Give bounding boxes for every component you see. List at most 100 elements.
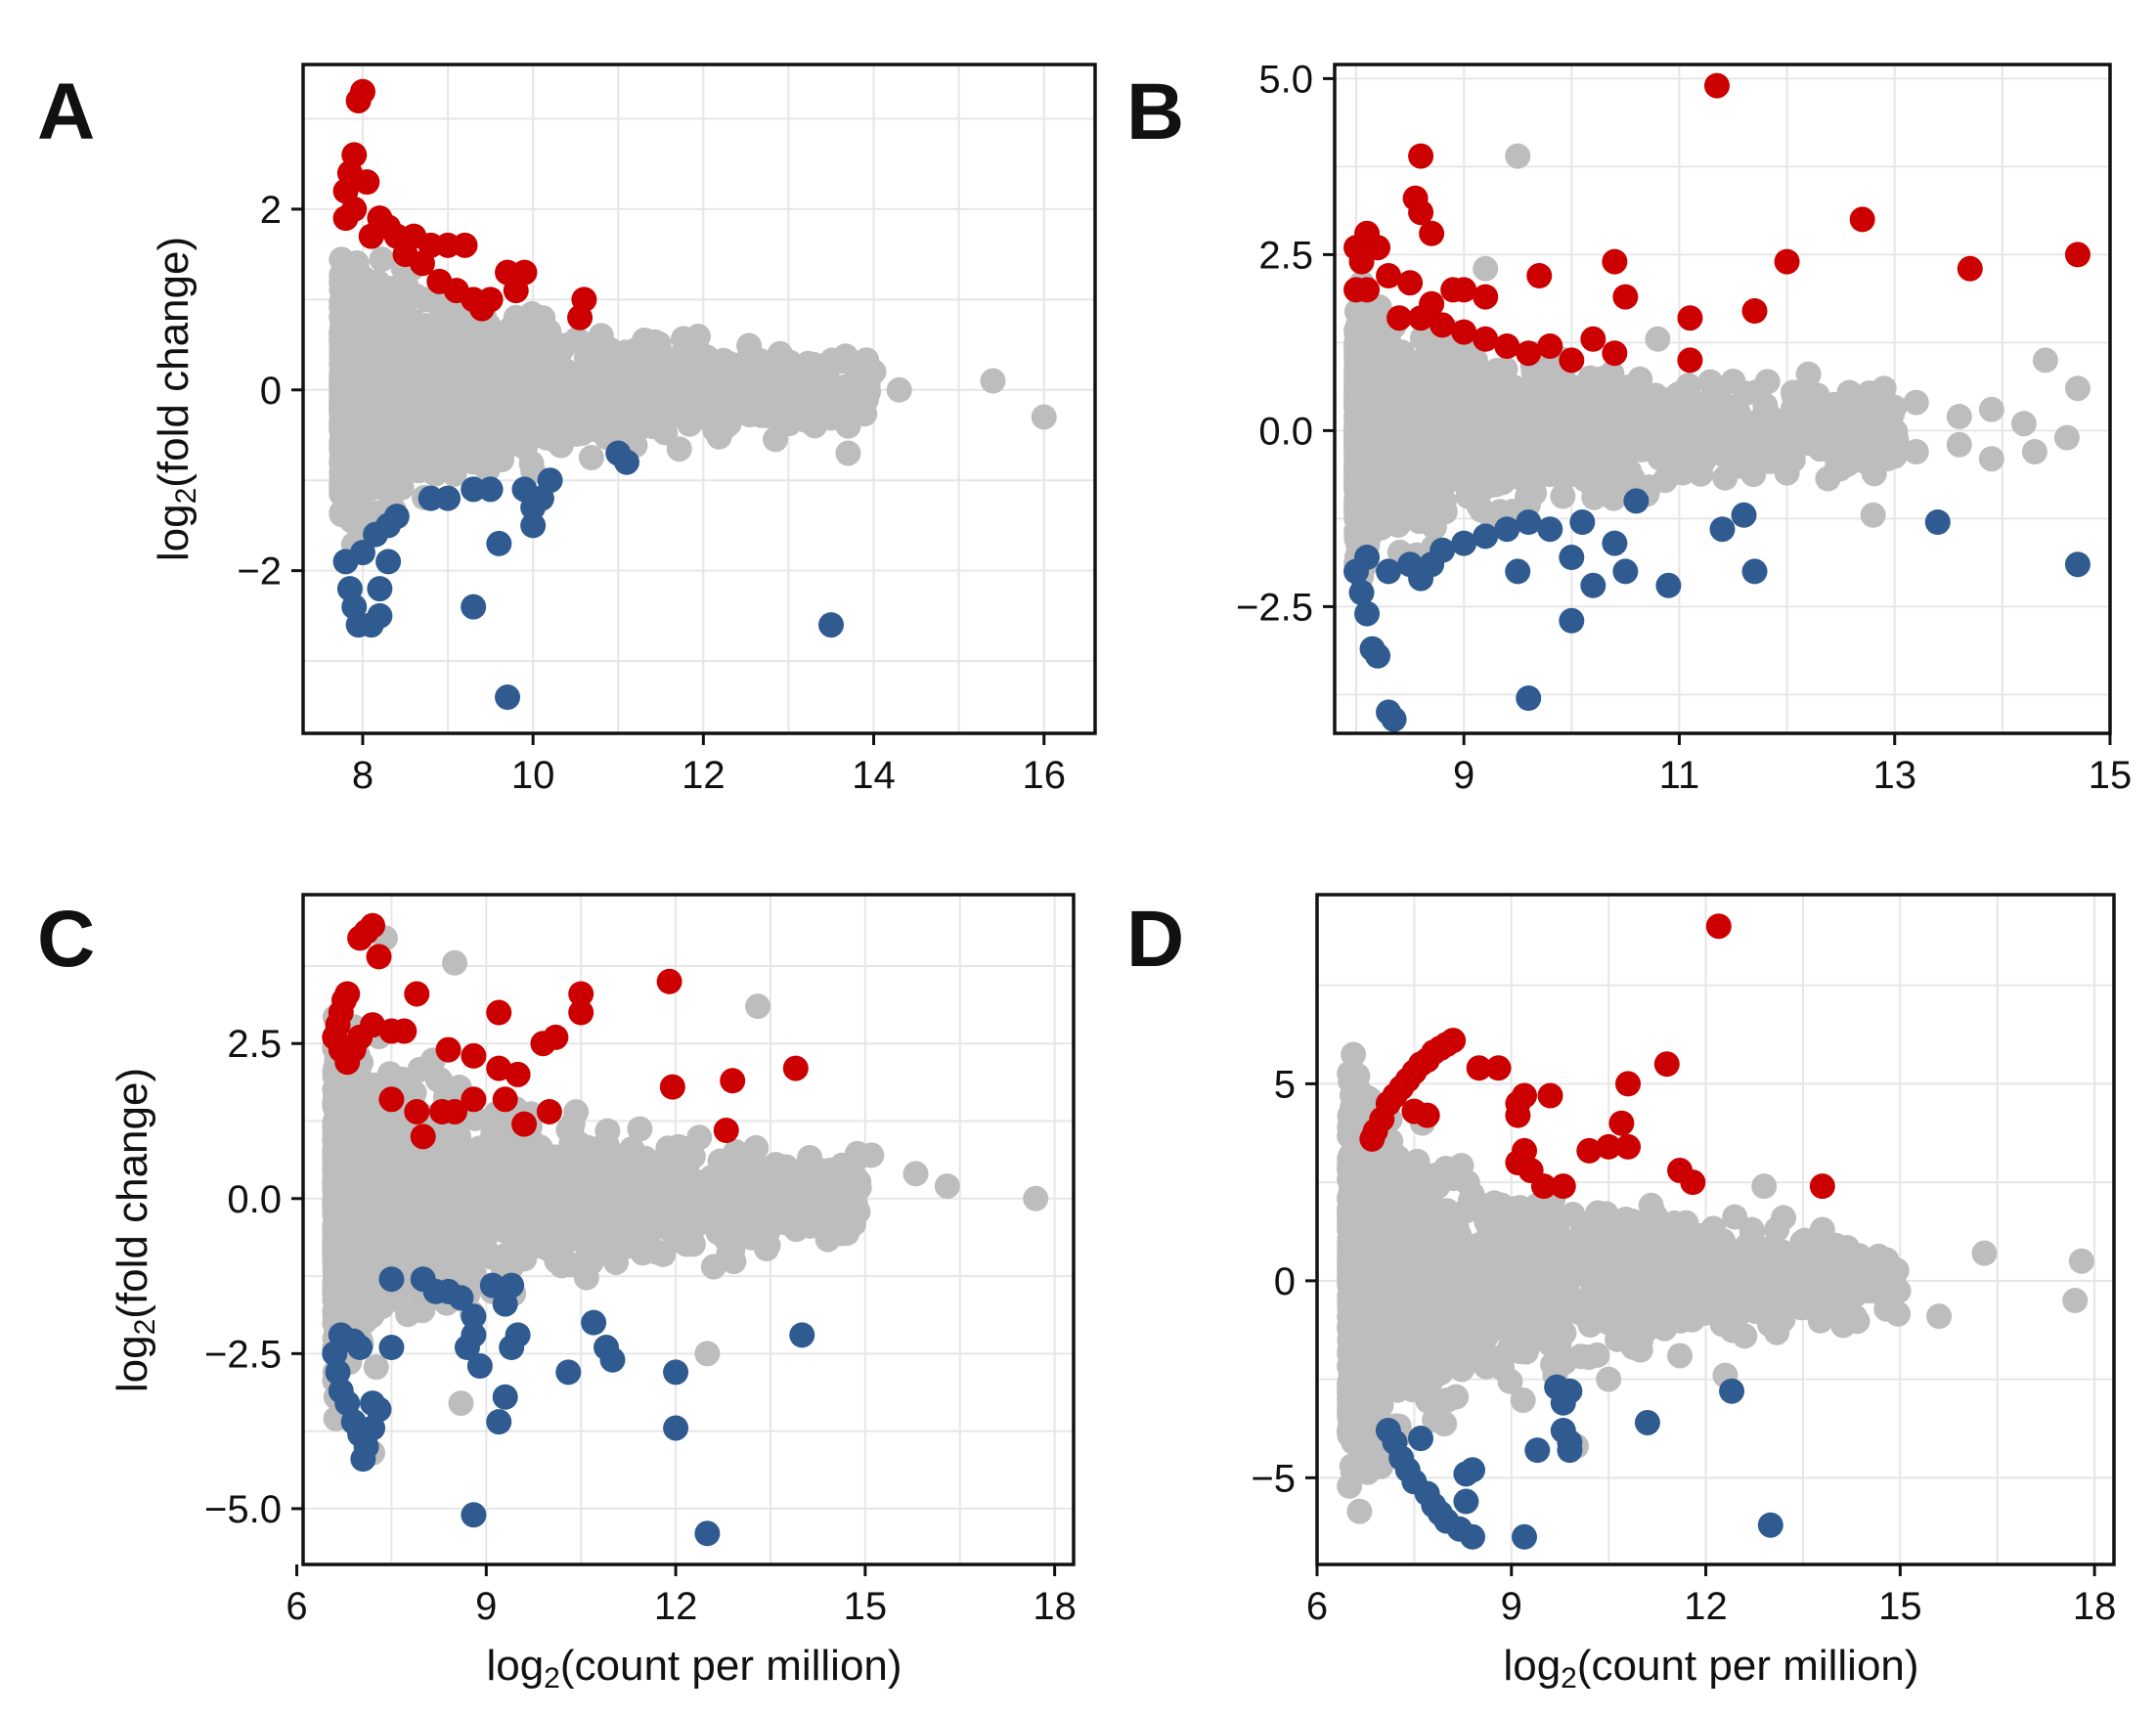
- point-up: [461, 1086, 487, 1113]
- y-label-log: log: [109, 1335, 156, 1392]
- point-ns: [367, 445, 393, 471]
- x-axis-title: log2(count per million): [486, 1642, 902, 1695]
- point-ns: [1946, 431, 1972, 458]
- x-tick-label: 11: [1659, 754, 1700, 797]
- point-ns: [534, 1190, 560, 1216]
- point-down: [1709, 516, 1736, 543]
- point-ns: [371, 379, 397, 406]
- point-up: [391, 1018, 418, 1044]
- point-ns: [554, 1195, 581, 1221]
- point-ns: [1599, 396, 1625, 422]
- point-ns: [934, 1173, 960, 1200]
- point-ns: [442, 949, 468, 976]
- point-ns: [1579, 473, 1606, 500]
- point-ns: [802, 413, 828, 439]
- point-ns: [470, 414, 497, 440]
- point-ns: [503, 304, 529, 330]
- point-ns: [552, 1169, 579, 1196]
- point-ns: [343, 250, 370, 277]
- point-ns: [1608, 417, 1635, 443]
- point-down: [495, 684, 521, 711]
- x-label-rest: (count per million): [560, 1642, 902, 1690]
- point-up: [1602, 340, 1628, 367]
- point-up: [1451, 319, 1477, 345]
- point-ns: [1720, 369, 1746, 394]
- point-ns: [370, 274, 396, 300]
- point-up: [461, 1042, 487, 1069]
- point-up: [486, 999, 512, 1026]
- point-ns: [710, 385, 736, 412]
- point-ns: [1903, 439, 1929, 464]
- point-ns: [1679, 440, 1705, 466]
- point-up: [1397, 270, 1424, 296]
- point-down: [1451, 530, 1477, 556]
- point-ns: [835, 413, 861, 439]
- data-points: [329, 78, 1057, 711]
- point-ns: [732, 386, 759, 412]
- point-ns: [846, 1174, 872, 1201]
- point-ns: [1616, 468, 1643, 495]
- point-ns: [1860, 502, 1886, 528]
- point-up: [358, 223, 384, 249]
- point-ns: [475, 1167, 502, 1193]
- point-ns: [410, 362, 436, 388]
- point-ns: [1487, 433, 1514, 460]
- point-down: [479, 1272, 506, 1299]
- point-down: [461, 1502, 487, 1528]
- point-down: [486, 530, 512, 556]
- point-up: [1774, 248, 1800, 275]
- point-ns: [1364, 323, 1390, 349]
- point-ns: [1355, 351, 1382, 377]
- point-ns: [638, 1155, 664, 1181]
- point-ns: [1412, 403, 1438, 429]
- data-points: [322, 912, 1049, 1547]
- y-tick-label: 2: [260, 189, 282, 232]
- point-up: [1612, 284, 1639, 310]
- point-up: [452, 232, 478, 258]
- point-down: [1580, 572, 1606, 598]
- point-ns: [444, 431, 470, 458]
- point-up: [347, 925, 374, 951]
- point-down: [1354, 600, 1381, 627]
- point-up: [332, 205, 359, 232]
- point-down: [789, 1322, 815, 1348]
- point-ns: [1827, 446, 1854, 472]
- point-up: [1559, 347, 1585, 374]
- point-up: [659, 1074, 685, 1100]
- point-up: [442, 1098, 468, 1124]
- point-up: [511, 1111, 538, 1137]
- data-points: [1343, 72, 2090, 732]
- point-up: [1430, 312, 1456, 338]
- point-ns: [1367, 477, 1393, 504]
- point-down: [537, 467, 563, 494]
- point-up: [409, 250, 435, 277]
- point-up: [404, 981, 430, 1007]
- point-ns: [655, 1155, 682, 1181]
- point-down: [818, 612, 844, 638]
- y-tick-label: 0: [260, 370, 282, 413]
- point-ns: [2021, 439, 2047, 464]
- point-ns: [902, 1161, 929, 1187]
- point-down: [1505, 558, 1531, 585]
- x-tick-label: 9: [475, 1585, 497, 1628]
- point-ns: [742, 1167, 769, 1193]
- point-ns: [448, 1390, 474, 1417]
- point-up: [720, 1068, 746, 1094]
- point-down: [367, 602, 393, 629]
- point-ns: [435, 1174, 462, 1201]
- point-up: [1494, 333, 1520, 359]
- point-ns: [1389, 440, 1416, 466]
- point-ns: [1774, 460, 1800, 486]
- point-up: [1408, 143, 1434, 169]
- point-up: [1473, 326, 1499, 352]
- point-ns: [564, 1219, 591, 1246]
- point-ns: [407, 1056, 433, 1082]
- point-ns: [1462, 408, 1488, 434]
- point-ns: [2053, 424, 2080, 451]
- point-ns: [1431, 488, 1458, 514]
- point-down: [383, 504, 410, 530]
- point-ns: [661, 1180, 687, 1207]
- x-tick-label: 15: [2089, 754, 2133, 797]
- point-down: [1494, 516, 1520, 543]
- point-down: [477, 476, 504, 503]
